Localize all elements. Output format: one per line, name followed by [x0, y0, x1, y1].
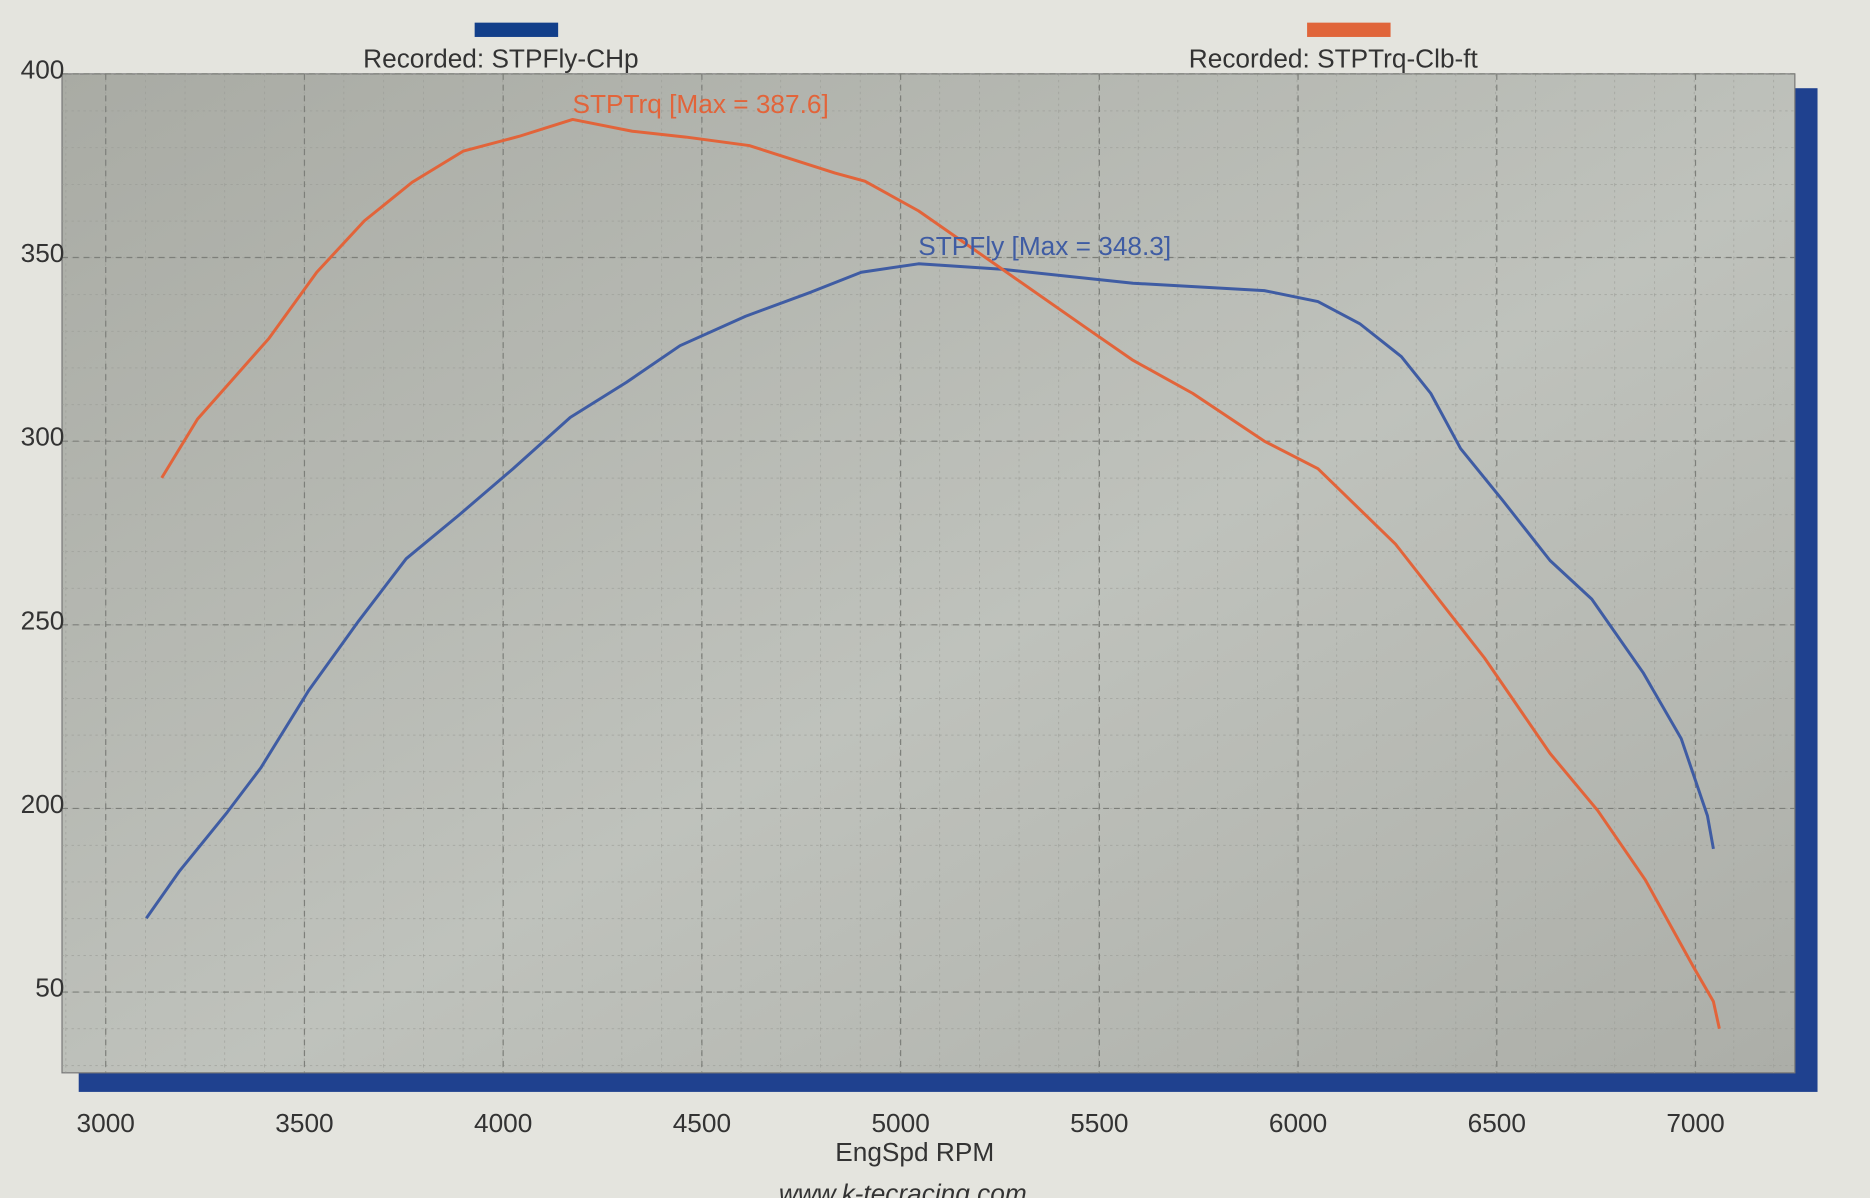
minor-grid [62, 73, 1795, 1073]
x-axis-label: EngSpd RPM [835, 1137, 994, 1167]
x-tick-label: 6500 [1468, 1108, 1526, 1138]
x-tick-label: 5500 [1070, 1108, 1128, 1138]
x-tick-label: 4000 [474, 1108, 532, 1138]
x-tick-label: 5000 [871, 1108, 929, 1138]
annotation: STPFly [Max = 348.3] [918, 231, 1171, 261]
legend-swatch [1307, 22, 1391, 37]
annotation: STPTrq [Max = 387.6] [572, 89, 828, 119]
x-tick-label: 7000 [1666, 1108, 1724, 1138]
y-tick-label: 50 [35, 973, 64, 1003]
x-tick-label: 3500 [275, 1108, 333, 1138]
legend-label: Recorded: STPFly-CHp [363, 44, 638, 74]
footer: www.k-tecracing.com [779, 1179, 1027, 1198]
legend-label: Recorded: STPTrq-Clb-ft [1189, 44, 1479, 74]
y-tick-label: 400 [21, 54, 65, 84]
line [145, 262, 1715, 920]
y-tick-label: 200 [21, 789, 65, 819]
x-tick-label: 3000 [77, 1108, 135, 1138]
x-tick-label: 6000 [1269, 1108, 1327, 1138]
y-tick-label: 250 [21, 605, 65, 635]
x-tick-label: 4500 [673, 1108, 731, 1138]
legend-swatch [474, 22, 559, 37]
y-tick-label: 300 [21, 422, 65, 452]
line [160, 117, 1721, 1030]
y-tick-label: 350 [21, 238, 65, 268]
